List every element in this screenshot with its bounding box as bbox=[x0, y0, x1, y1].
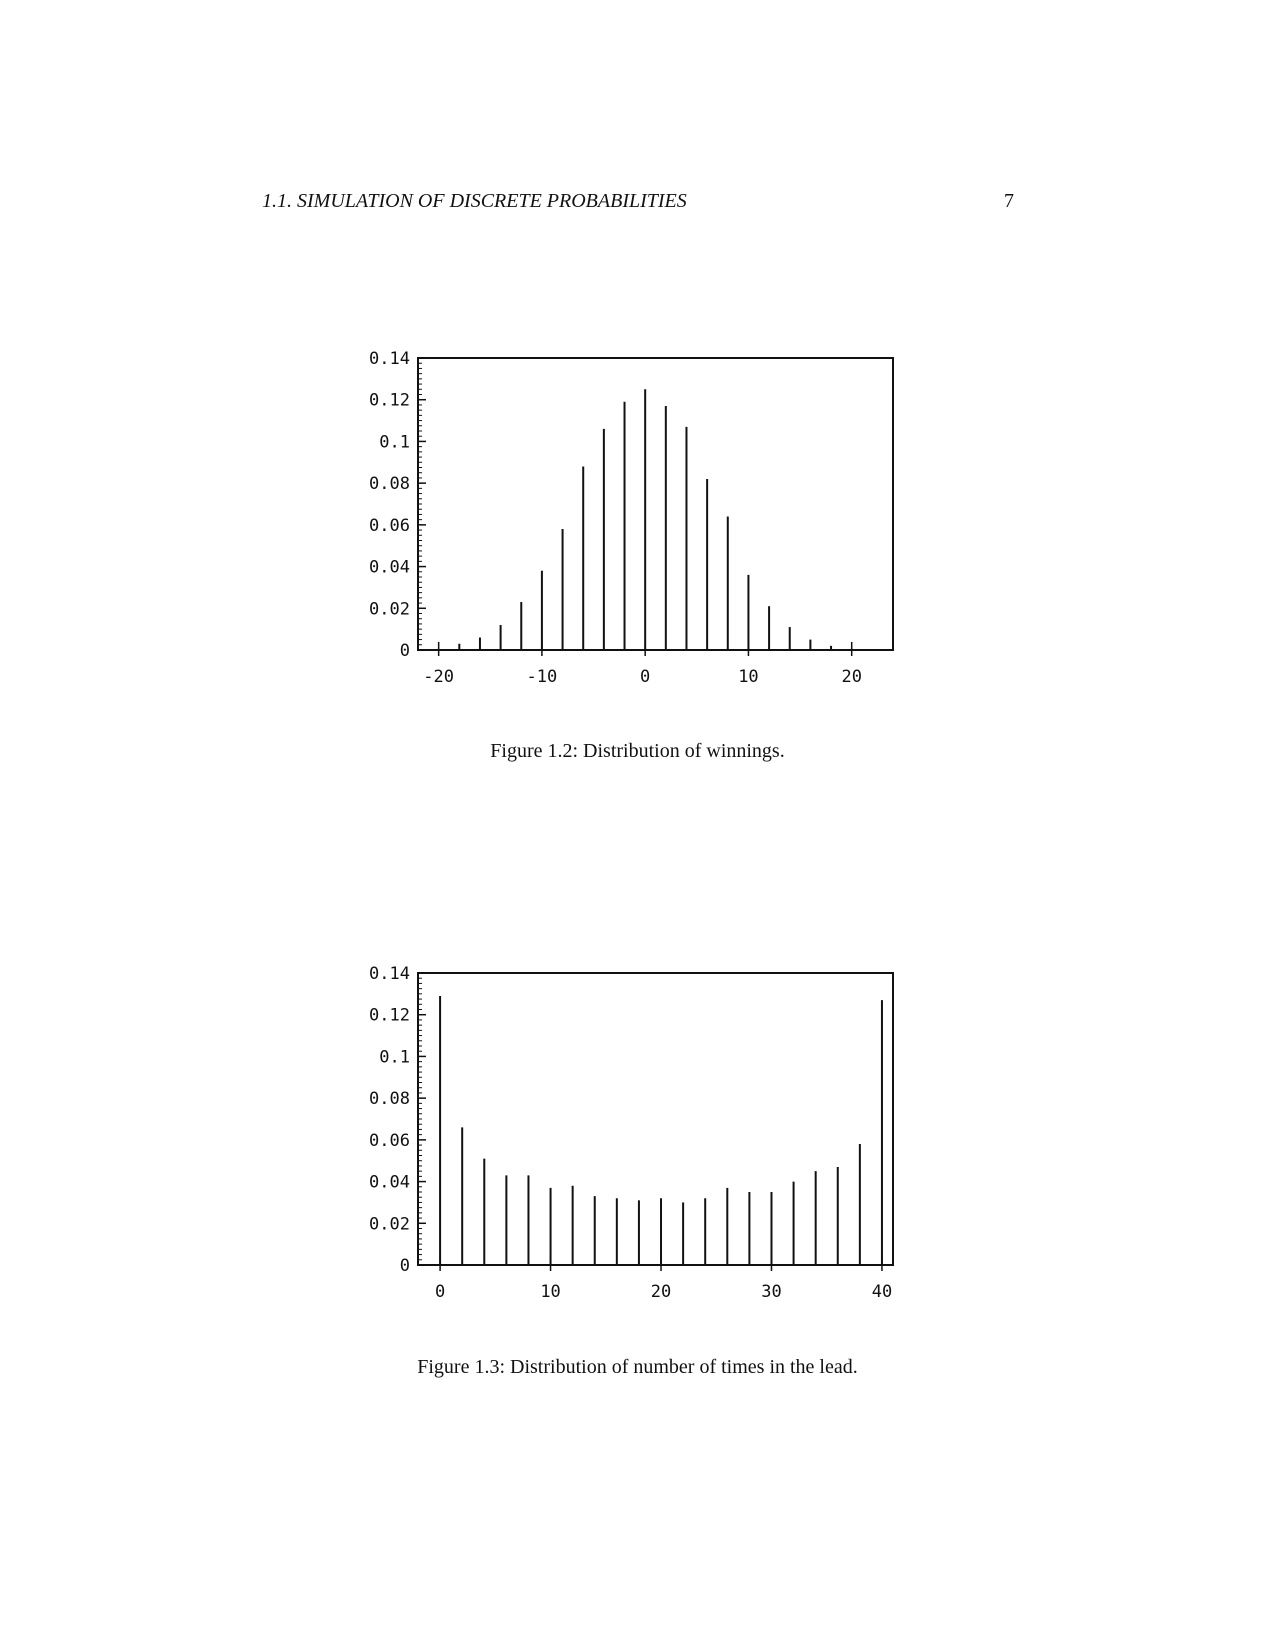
y-tick-label: 0.02 bbox=[369, 1214, 410, 1234]
y-tick-label: 0.08 bbox=[369, 1089, 410, 1109]
x-tick-label: -10 bbox=[527, 667, 558, 687]
page-number: 7 bbox=[1004, 190, 1014, 212]
x-tick-label: 10 bbox=[738, 667, 758, 687]
y-tick-label: 0.1 bbox=[379, 1047, 410, 1067]
y-tick-label: 0.04 bbox=[369, 558, 410, 578]
y-tick-label: 0.12 bbox=[369, 391, 410, 411]
y-tick-label: 0.14 bbox=[369, 349, 410, 369]
y-tick-label: 0.12 bbox=[369, 1006, 410, 1026]
y-tick-label: 0.1 bbox=[379, 432, 410, 452]
y-tick-label: 0.02 bbox=[369, 599, 410, 619]
plot-frame bbox=[417, 972, 894, 1266]
x-tick-label: 20 bbox=[841, 667, 861, 687]
plot-frame bbox=[417, 357, 894, 651]
chart-times-in-lead-distribution: 0 0.02 0.04 0.06 0.08 0.1 0.12 0.14 0 10 20 30 40 bbox=[369, 964, 894, 1302]
y-tick-label: 0.06 bbox=[369, 516, 410, 536]
x-tick-label: 40 bbox=[872, 1282, 892, 1302]
section-title: 1.1. SIMULATION OF DISCRETE PROBABILITIE… bbox=[262, 190, 687, 212]
x-tick-label: 30 bbox=[761, 1282, 781, 1302]
y-tick-label: 0 bbox=[400, 641, 410, 661]
x-tick-label: 0 bbox=[640, 667, 650, 687]
x-tick-label: -20 bbox=[423, 667, 454, 687]
y-tick-label: 0.08 bbox=[369, 474, 410, 494]
figure-times-in-lead: 0 0.02 0.04 0.06 0.08 0.1 0.12 0.14 0 10 20 30 40 bbox=[0, 945, 1275, 1305]
chart-winnings-distribution: 0 0.02 0.04 0.06 0.08 0.1 0.12 0.14 -20 -10 0 10 20 bbox=[369, 349, 894, 687]
y-tick-label: 0.14 bbox=[369, 964, 410, 984]
x-tick-label: 0 bbox=[435, 1282, 445, 1302]
x-tick-label: 10 bbox=[540, 1282, 560, 1302]
figure-caption-times-in-lead: Figure 1.3: Distribution of number of ti… bbox=[417, 1356, 858, 1378]
figure-winnings: 0 0.02 0.04 0.06 0.08 0.1 0.12 0.14 -20 -10 0 10 20 bbox=[0, 330, 1275, 690]
y-tick-label: 0.04 bbox=[369, 1173, 410, 1193]
y-tick-label: 0.06 bbox=[369, 1131, 410, 1151]
y-tick-label: 0 bbox=[400, 1256, 410, 1276]
x-tick-label: 20 bbox=[651, 1282, 671, 1302]
figure-caption-winnings: Figure 1.2: Distribution of winnings. bbox=[490, 740, 785, 762]
